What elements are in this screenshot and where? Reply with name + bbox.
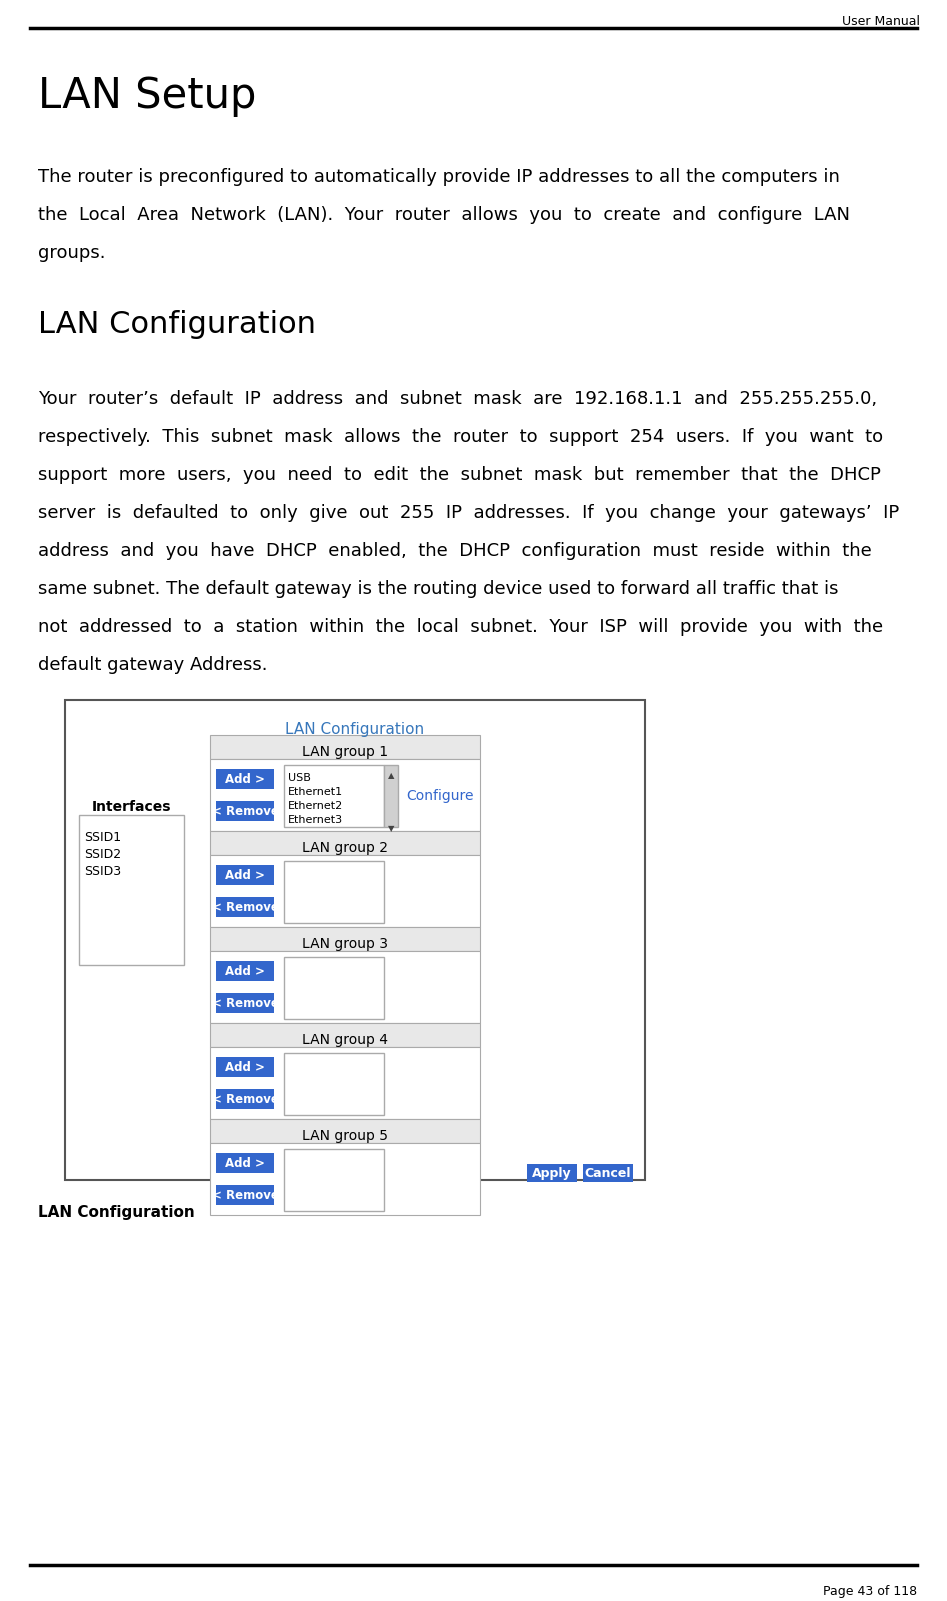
Bar: [216, 768, 274, 789]
Bar: [210, 1047, 480, 1119]
Bar: [210, 855, 480, 927]
Text: server  is  defaulted  to  only  give  out  255  IP  addresses.  If  you  change: server is defaulted to only give out 255…: [38, 504, 900, 522]
Bar: [284, 861, 384, 924]
Text: LAN Setup: LAN Setup: [38, 75, 257, 117]
Text: SSID3: SSID3: [84, 865, 121, 877]
Text: LAN group 3: LAN group 3: [302, 937, 388, 951]
Text: < Remove: < Remove: [211, 1188, 278, 1201]
Bar: [210, 735, 480, 759]
Bar: [384, 765, 398, 828]
Text: SSID2: SSID2: [84, 849, 121, 861]
Text: same subnet. The default gateway is the routing device used to forward all traff: same subnet. The default gateway is the …: [38, 580, 838, 599]
Bar: [216, 1185, 274, 1206]
Text: LAN group 2: LAN group 2: [302, 841, 388, 855]
Text: address  and  you  have  DHCP  enabled,  the  DHCP  configuration  must  reside : address and you have DHCP enabled, the D…: [38, 543, 872, 560]
Text: < Remove: < Remove: [211, 900, 278, 914]
Text: respectively.  This  subnet  mask  allows  the  router  to  support  254  users.: respectively. This subnet mask allows th…: [38, 427, 884, 447]
Text: LAN Configuration: LAN Configuration: [285, 722, 424, 736]
Bar: [210, 951, 480, 1023]
Bar: [210, 1023, 480, 1047]
Bar: [284, 1053, 384, 1114]
Text: User Manual: User Manual: [842, 14, 920, 27]
Bar: [79, 815, 184, 965]
Bar: [284, 765, 384, 828]
Text: ▼: ▼: [387, 825, 394, 833]
Text: default gateway Address.: default gateway Address.: [38, 656, 267, 674]
Bar: [216, 1089, 274, 1109]
Bar: [216, 993, 274, 1013]
Bar: [210, 831, 480, 855]
Text: ▲: ▲: [387, 772, 394, 780]
Bar: [216, 865, 274, 885]
Text: Ethernet1: Ethernet1: [288, 788, 343, 797]
Text: LAN group 5: LAN group 5: [302, 1129, 388, 1143]
Text: LAN Configuration: LAN Configuration: [38, 1206, 195, 1220]
Text: < Remove: < Remove: [211, 1092, 278, 1106]
Bar: [527, 1164, 577, 1182]
Text: Add >: Add >: [225, 773, 265, 786]
Bar: [583, 1164, 633, 1182]
Bar: [216, 1153, 274, 1174]
Bar: [216, 897, 274, 917]
Text: USB: USB: [288, 773, 311, 783]
Text: the  Local  Area  Network  (LAN).  Your  router  allows  you  to  create  and  c: the Local Area Network (LAN). Your route…: [38, 207, 850, 224]
Text: Ethernet3: Ethernet3: [288, 815, 343, 825]
Bar: [210, 759, 480, 831]
Text: Cancel: Cancel: [584, 1167, 632, 1180]
Bar: [210, 1119, 480, 1143]
Text: Ethernet2: Ethernet2: [288, 800, 343, 812]
Text: SSID1: SSID1: [84, 831, 121, 844]
Text: < Remove: < Remove: [211, 804, 278, 818]
Bar: [216, 961, 274, 981]
Text: Page 43 of 118: Page 43 of 118: [823, 1585, 917, 1598]
Text: Add >: Add >: [225, 868, 265, 882]
Text: LAN group 4: LAN group 4: [302, 1033, 388, 1047]
Text: Apply: Apply: [532, 1167, 572, 1180]
Bar: [284, 1150, 384, 1210]
Text: not  addressed  to  a  station  within  the  local  subnet.  Your  ISP  will  pr: not addressed to a station within the lo…: [38, 618, 884, 636]
Text: The router is preconfigured to automatically provide IP addresses to all the com: The router is preconfigured to automatic…: [38, 168, 840, 186]
Text: Your  router’s  default  IP  address  and  subnet  mask  are  192.168.1.1  and  : Your router’s default IP address and sub…: [38, 391, 877, 408]
Text: LAN Configuration: LAN Configuration: [38, 311, 316, 339]
Bar: [216, 1057, 274, 1077]
Text: LAN group 1: LAN group 1: [302, 744, 388, 759]
Text: < Remove: < Remove: [211, 996, 278, 1010]
Text: Interfaces: Interfaces: [92, 800, 171, 813]
Bar: [65, 700, 645, 1180]
Text: Configure: Configure: [406, 789, 474, 804]
Text: Add >: Add >: [225, 1060, 265, 1074]
Text: groups.: groups.: [38, 243, 105, 263]
Bar: [284, 957, 384, 1018]
Bar: [216, 800, 274, 821]
Text: Add >: Add >: [225, 1156, 265, 1169]
Bar: [210, 1143, 480, 1215]
Text: support  more  users,  you  need  to  edit  the  subnet  mask  but  remember  th: support more users, you need to edit the…: [38, 466, 881, 484]
Bar: [210, 927, 480, 951]
Text: Add >: Add >: [225, 964, 265, 978]
